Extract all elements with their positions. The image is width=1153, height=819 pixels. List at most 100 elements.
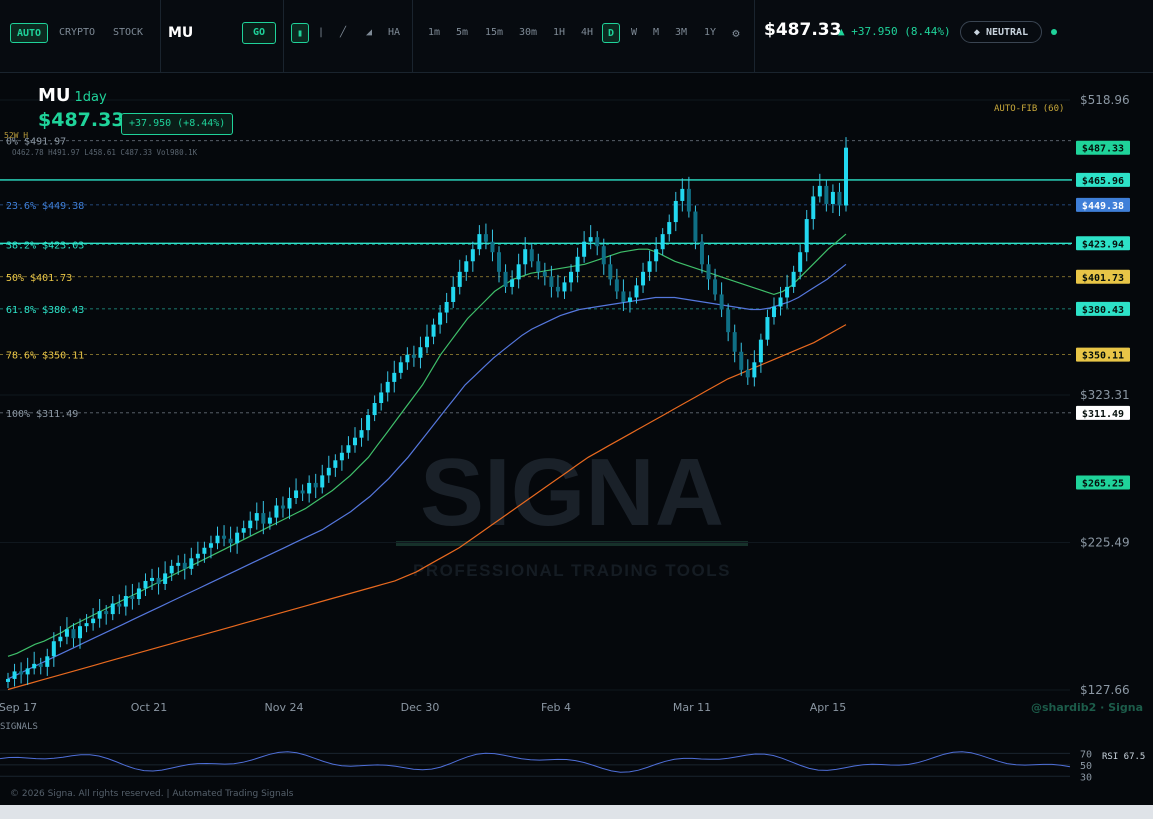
timeframe-1m[interactable]: 1m [427,27,441,38]
watermark: SIGNA PROFESSIONAL TRADING TOOLS [396,439,748,580]
candles [6,137,848,688]
settings-gear-icon[interactable]: ⚙ [732,26,740,40]
candle-body [516,264,521,280]
candle-body [719,294,724,310]
mode-crypto[interactable]: CRYPTO [58,27,96,38]
mode-stock[interactable]: STOCK [112,27,144,38]
candle-body [837,191,842,206]
candle-body [326,467,331,476]
candle-body [352,437,357,446]
timeframe-3m[interactable]: 3M [674,27,688,38]
fib-label: 0% $491.97 [6,137,66,148]
candle-body [150,577,155,581]
candle-body [333,460,338,468]
price-tag [1076,172,1130,187]
heikin-ashi-toggle[interactable]: HA [387,27,401,38]
candle-body [817,185,822,197]
candle-body [274,505,279,518]
y-axis-label: $127.66 [1080,683,1130,697]
candle-body [97,611,102,619]
price-tag-label: $487.33 [1082,144,1124,155]
candle-body [58,636,63,642]
candle-body [431,324,436,337]
chart-symbol: MU [38,85,71,106]
timeframe-4h[interactable]: 4H [580,27,594,38]
candle-body [235,532,240,544]
candle-body [555,286,560,292]
candle-body [176,562,181,566]
candle-body [798,252,803,272]
timeframe-1h[interactable]: 1H [552,27,566,38]
candle-body [686,188,691,212]
candle-body [195,553,200,559]
price-chart[interactable]: SIGNA PROFESSIONAL TRADING TOOLS 0% $491… [0,73,1153,718]
x-axis-label: Mar 11 [673,701,711,714]
candle-body [791,271,796,287]
candle-body [693,211,698,242]
candle-body [765,317,770,340]
mode-auto[interactable]: AUTO [10,23,48,43]
candle-body [156,577,161,584]
candle-body [189,558,194,569]
candle-body [601,246,606,265]
candle-body [451,286,456,302]
go-button[interactable]: GO [242,22,276,44]
candle-body [294,490,299,498]
candle-body [130,596,135,600]
candle-body [51,641,56,657]
candle-body [339,452,344,461]
rsi-value: RSI 67.5 [1102,752,1145,762]
os-taskbar [0,805,1153,819]
candle-body [778,297,783,307]
price-tag [1076,301,1130,316]
timeframe-d[interactable]: D [602,23,620,43]
bar-icon[interactable]: | [317,27,325,38]
candle-body [163,573,168,584]
candle-body [457,271,462,287]
candle-body [477,234,482,250]
timeframe-m[interactable]: M [652,27,660,38]
chart-change-badge: +37.950 (+8.44%) [121,113,234,135]
timeframe-15m[interactable]: 15m [484,27,504,38]
candle-body [811,196,816,220]
candle-body [726,309,731,333]
candle-body [123,596,128,607]
ticker-input[interactable]: MU [168,25,194,41]
candle-body [254,513,259,521]
candle-body [418,347,423,358]
candle-body [71,629,76,639]
line-icon[interactable]: ╱ [339,27,347,38]
candle-body [411,354,416,358]
autofib-label[interactable]: AUTO-FIB (60) [994,104,1064,114]
price-tag-label: $350.11 [1082,351,1124,362]
candle-body [739,351,744,370]
candle-body [483,234,488,242]
fib-label: 23.6% $449.38 [6,201,84,212]
candle-body [785,286,790,298]
price-tag [1076,197,1130,212]
candle-body [136,588,141,600]
rsi-tick: 70 [1080,749,1092,760]
timeframe-5m[interactable]: 5m [455,27,469,38]
candle-body [444,301,449,313]
divider [283,0,284,72]
area-icon[interactable]: ◢ [365,27,373,38]
ema-mid-line [7,263,847,680]
candle-body [523,249,528,265]
sentiment-badge[interactable]: ◆ NEUTRAL [960,21,1042,43]
candle-body [261,513,266,524]
header-change: ▲ +37.950 (8.44%) [838,25,951,38]
x-axis-label: Nov 24 [265,701,304,714]
candle-body [660,234,665,250]
y-axis: $518.96 $323.31 $225.49 $127.66 [1080,93,1130,697]
candle-body [634,285,639,298]
timeframe-30m[interactable]: 30m [518,27,538,38]
candle-icon[interactable]: ▮ [291,23,309,43]
divider [160,0,161,72]
price-tag-label: $449.38 [1082,201,1124,212]
candle-body [385,381,390,393]
timeframe-1y[interactable]: 1Y [703,27,717,38]
timeframe-w[interactable]: W [630,27,638,38]
candle-body [91,618,96,624]
